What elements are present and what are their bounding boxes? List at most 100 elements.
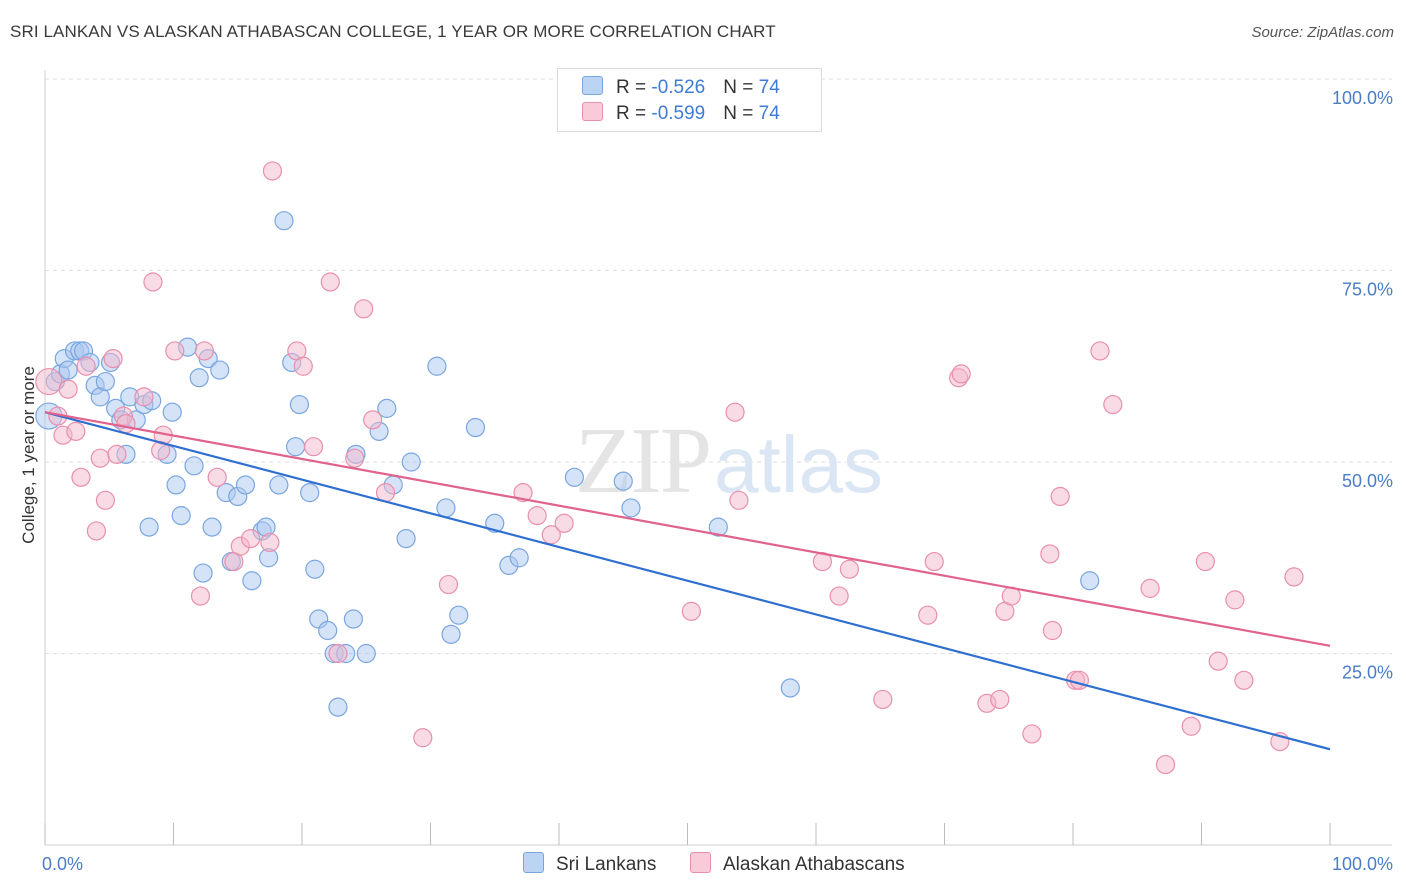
correlation-legend: R = -0.526 N = 74 R = -0.599 N = 74 <box>557 68 822 132</box>
y-tick-label: 75.0% <box>1342 280 1393 300</box>
x-tick-label: 100.0% <box>1332 854 1393 874</box>
point-alaskan-athabascans <box>681 601 701 621</box>
point-sri-lankans <box>139 517 159 537</box>
point-sri-lankans <box>613 471 633 491</box>
point-sri-lankans <box>328 697 348 717</box>
series-sri-lankans <box>35 211 1100 717</box>
chart-title: SRI LANKAN VS ALASKAN ATHABASCAN COLLEGE… <box>10 22 776 41</box>
point-sri-lankans <box>58 360 78 380</box>
point-alaskan-athabascans <box>918 605 938 625</box>
y-tick-label: 50.0% <box>1342 471 1393 491</box>
point-alaskan-athabascans <box>293 356 313 376</box>
point-sri-lankans <box>509 548 529 568</box>
y-tick-label: 25.0% <box>1342 663 1393 683</box>
point-alaskan-athabascans <box>527 506 547 526</box>
point-sri-lankans <box>1080 571 1100 591</box>
point-alaskan-athabascans <box>1181 716 1201 736</box>
y-tick-label: 100.0% <box>1332 88 1393 108</box>
point-alaskan-athabascans <box>1050 486 1070 507</box>
point-sri-lankans <box>162 402 182 422</box>
point-sri-lankans <box>269 475 289 495</box>
point-alaskan-athabascans <box>924 551 944 572</box>
point-alaskan-athabascans <box>1040 544 1060 564</box>
point-alaskan-athabascans <box>1234 670 1254 690</box>
point-alaskan-athabascans <box>1225 590 1245 610</box>
point-alaskan-athabascans <box>1042 620 1063 641</box>
grid-lines <box>45 78 1392 654</box>
legend-n-value: 74 <box>758 77 780 98</box>
point-sri-lankans <box>210 360 230 380</box>
point-sri-lankans <box>564 467 585 487</box>
point-alaskan-athabascans <box>328 643 348 664</box>
point-alaskan-athabascans <box>541 525 561 545</box>
axes <box>44 70 1392 846</box>
legend-swatch-blue <box>582 76 603 95</box>
point-alaskan-athabascans <box>190 586 211 606</box>
point-alaskan-athabascans <box>1208 651 1228 671</box>
point-alaskan-athabascans <box>66 421 86 441</box>
series-legend-item-alaskan-athabascans[interactable]: Alaskan Athabascans <box>690 852 905 876</box>
point-alaskan-athabascans <box>107 444 127 464</box>
legend-n-label: N = <box>723 103 759 124</box>
point-alaskan-athabascans <box>76 356 96 376</box>
x-tick-label: 0.0% <box>42 854 83 874</box>
point-alaskan-athabascans <box>345 448 365 468</box>
series-legend-label: Sri Lankans <box>556 854 657 875</box>
point-alaskan-athabascans <box>554 513 574 533</box>
tick-labels: 25.0% 50.0% 75.0% 100.0% 0.0% 100.0% <box>42 88 1393 874</box>
point-sri-lankans <box>242 571 262 591</box>
legend-row-alaskan-athabascans: R = -0.599 N = 74 <box>582 102 780 126</box>
point-sri-lankans <box>401 452 421 472</box>
point-sri-lankans <box>780 678 800 698</box>
point-alaskan-athabascans <box>413 728 433 748</box>
point-alaskan-athabascans <box>438 574 459 595</box>
point-alaskan-athabascans <box>363 410 383 430</box>
point-sri-lankans <box>465 417 486 438</box>
point-sri-lankans <box>377 398 397 418</box>
point-sri-lankans <box>396 528 416 549</box>
point-sri-lankans <box>441 624 461 644</box>
series-legend: Sri Lankans Alaskan Athabascans <box>0 852 1406 878</box>
series-legend-item-sri-lankans[interactable]: Sri Lankans <box>523 852 656 876</box>
point-sri-lankans <box>289 394 310 415</box>
y-axis-label: College, 1 year or more <box>19 366 38 544</box>
point-sri-lankans <box>485 513 505 533</box>
point-alaskan-athabascans <box>1103 394 1123 415</box>
series-legend-label: Alaskan Athabascans <box>723 854 905 875</box>
legend-swatch-pink <box>582 102 603 121</box>
point-alaskan-athabascans <box>1195 551 1215 572</box>
legend-r-label: R = <box>616 77 652 98</box>
point-sri-lankans <box>166 475 186 495</box>
point-sri-lankans <box>95 371 115 392</box>
point-sri-lankans <box>274 211 294 231</box>
point-alaskan-athabascans <box>134 387 154 407</box>
trend-lines <box>44 411 1331 751</box>
series-legend-swatch-blue <box>523 852 544 873</box>
legend-r-value: -0.599 <box>651 103 706 124</box>
point-alaskan-athabascans <box>1022 724 1042 744</box>
point-alaskan-athabascans <box>194 341 214 361</box>
point-alaskan-athabascans <box>1069 670 1090 690</box>
point-sri-lankans <box>708 517 728 537</box>
point-sri-lankans <box>305 559 325 579</box>
point-alaskan-athabascans <box>35 367 63 396</box>
point-sri-lankans <box>356 643 376 664</box>
point-sri-lankans <box>189 368 209 388</box>
point-sri-lankans <box>300 483 320 503</box>
point-alaskan-athabascans <box>116 414 136 434</box>
point-alaskan-athabascans <box>90 448 110 468</box>
point-alaskan-athabascans <box>354 299 374 319</box>
point-alaskan-athabascans <box>990 689 1010 710</box>
watermark-zip: ZIP <box>575 409 710 513</box>
legend-r-value: -0.526 <box>651 77 706 98</box>
legend-row-sri-lankans: R = -0.526 N = 74 <box>582 76 780 100</box>
point-alaskan-athabascans <box>71 467 91 487</box>
point-alaskan-athabascans <box>207 467 227 487</box>
point-sri-lankans <box>285 437 306 457</box>
point-alaskan-athabascans <box>839 559 860 579</box>
point-sri-lankans <box>449 605 469 625</box>
series-legend-swatch-pink <box>690 852 711 873</box>
point-alaskan-athabascans <box>86 521 107 541</box>
point-alaskan-athabascans <box>513 483 533 503</box>
point-sri-lankans <box>427 356 447 376</box>
